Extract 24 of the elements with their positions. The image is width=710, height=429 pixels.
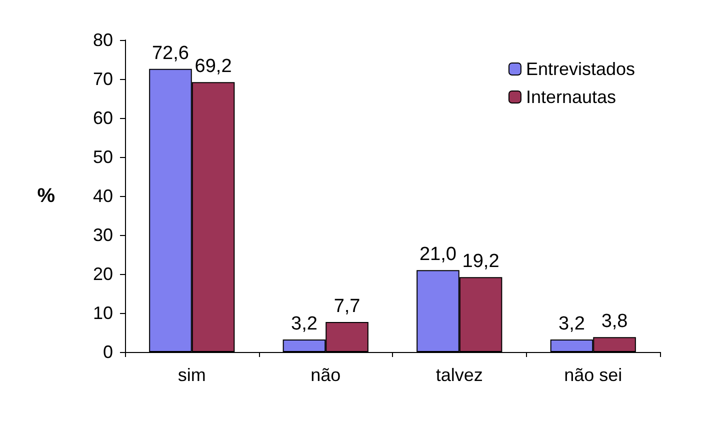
x-tick-label: talvez — [436, 365, 483, 385]
y-tick-label: 10 — [92, 303, 113, 323]
data-label: 7,7 — [334, 296, 360, 317]
y-tick-label: 0 — [102, 342, 113, 362]
data-label: 69,2 — [194, 56, 232, 78]
legend-label: Internautas — [526, 87, 616, 107]
x-tick-label: não sei — [564, 365, 622, 385]
y-axis-title: % — [37, 185, 56, 207]
y-tick-label: 50 — [92, 147, 113, 167]
data-label: 3,8 — [601, 311, 628, 332]
x-tick-label: sim — [178, 365, 206, 385]
y-tick-label: 40 — [92, 186, 113, 206]
data-label: 3,2 — [291, 314, 318, 335]
legend-label: Entrevistados — [526, 59, 636, 79]
data-label: 19,2 — [462, 251, 500, 272]
y-tick-label: 20 — [92, 264, 113, 284]
data-label: 21,0 — [419, 244, 456, 266]
y-tick-label: 80 — [92, 30, 113, 50]
data-label: 3,2 — [558, 314, 585, 335]
x-tick-label: não — [310, 365, 341, 385]
data-label: 72,6 — [152, 42, 189, 64]
y-tick-label: 60 — [92, 108, 113, 128]
y-tick-label: 70 — [92, 69, 113, 89]
y-tick-label: 30 — [92, 225, 113, 245]
